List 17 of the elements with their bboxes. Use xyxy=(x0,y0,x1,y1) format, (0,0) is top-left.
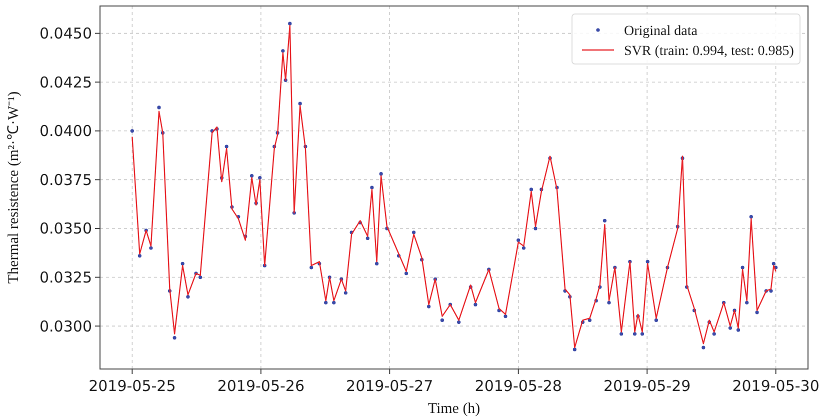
y-tick-label: 0.0350 xyxy=(40,220,92,238)
x-tick-label: 2019-05-26 xyxy=(217,377,305,395)
y-tick-label: 0.0400 xyxy=(40,122,92,140)
x-tick-label: 2019-05-25 xyxy=(88,377,176,395)
x-tick-label: 2019-05-28 xyxy=(474,377,562,395)
y-tick-label: 0.0300 xyxy=(40,317,92,336)
x-tick-label: 2019-05-27 xyxy=(346,377,434,395)
x-tick-label: 2019-05-30 xyxy=(732,377,820,395)
y-tick-label: 0.0450 xyxy=(40,24,92,43)
y-tick-label: 0.0425 xyxy=(40,73,92,92)
x-axis-title: Time (h) xyxy=(428,401,480,417)
legend-label: SVR (train: 0.994, test: 0.985) xyxy=(624,44,794,59)
y-axis-title: Thermal resistence (m²·℃·W⁻¹) xyxy=(6,91,22,284)
y-tick-label: 0.0325 xyxy=(40,268,92,287)
x-tick-label: 2019-05-29 xyxy=(603,377,691,395)
legend-label: Original data xyxy=(624,24,698,39)
y-tick-label: 0.0375 xyxy=(40,170,92,189)
